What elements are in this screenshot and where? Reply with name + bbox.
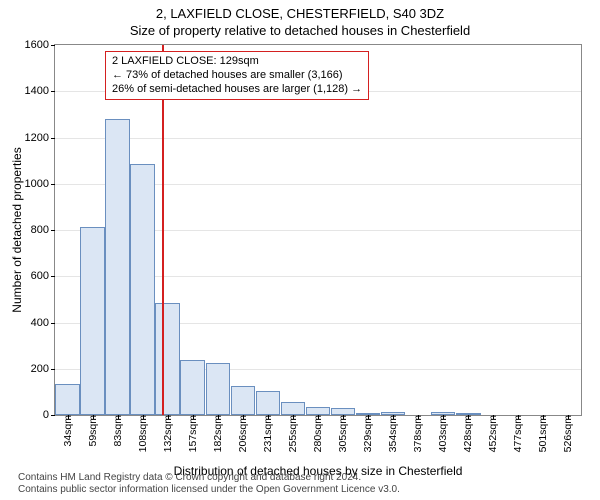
annotation-line: 2 LAXFIELD CLOSE: 129sqm [112,55,362,69]
footer-line1: Contains HM Land Registry data © Crown c… [18,472,400,484]
x-tick-label: 83sqm [112,415,124,447]
x-tick-label: 526sqm [562,415,574,452]
y-tick-label: 1000 [25,178,55,190]
histogram-bar [231,386,256,415]
histogram-bar [331,408,356,415]
y-tick-label: 200 [31,363,55,375]
y-tick-label: 800 [31,224,55,236]
x-tick-label: 108sqm [137,415,149,452]
x-tick-label: 34sqm [62,415,74,447]
plot-area: 0200400600800100012001400160034sqm59sqm8… [54,44,582,416]
y-tick-label: 1200 [25,132,55,144]
title-block: 2, LAXFIELD CLOSE, CHESTERFIELD, S40 3DZ… [0,0,600,38]
gridline [55,138,581,139]
y-axis-label: Number of detached properties [10,65,24,230]
footer: Contains HM Land Registry data © Crown c… [18,472,400,496]
x-tick-label: 428sqm [462,415,474,452]
x-tick-label: 329sqm [362,415,374,452]
reference-line [162,45,164,415]
x-tick-label: 305sqm [337,415,349,452]
x-tick-label: 354sqm [387,415,399,452]
x-tick-label: 132sqm [162,415,174,452]
x-tick-label: 231sqm [262,415,274,452]
y-tick-label: 0 [43,409,55,421]
histogram-bar [105,119,130,415]
x-tick-label: 378sqm [412,415,424,452]
histogram-bar [130,164,155,415]
y-tick-label: 400 [31,317,55,329]
x-tick-label: 280sqm [312,415,324,452]
y-tick-label: 1400 [25,85,55,97]
x-tick-label: 206sqm [237,415,249,452]
y-tick-label: 600 [31,270,55,282]
footer-line2: Contains public sector information licen… [18,484,400,496]
histogram-bar [306,407,331,415]
histogram-bar [180,360,205,416]
annotation-line: ← 73% of detached houses are smaller (3,… [112,69,362,83]
annotation-box: 2 LAXFIELD CLOSE: 129sqm← 73% of detache… [105,51,369,100]
x-tick-label: 157sqm [187,415,199,452]
histogram-bar [206,363,231,415]
histogram-bar [155,303,180,415]
y-tick-label: 1600 [25,39,55,51]
histogram-bar [55,384,80,415]
x-tick-label: 182sqm [212,415,224,452]
x-tick-label: 403sqm [437,415,449,452]
x-tick-label: 501sqm [537,415,549,452]
annotation-line: 26% of semi-detached houses are larger (… [112,83,362,97]
histogram-bar [281,402,306,415]
x-tick-label: 59sqm [87,415,99,447]
x-tick-label: 255sqm [287,415,299,452]
histogram-bar [256,391,281,415]
chart: 0200400600800100012001400160034sqm59sqm8… [54,44,582,416]
histogram-bar [80,227,105,415]
chart-title-line2: Size of property relative to detached ho… [0,23,600,38]
chart-title-line1: 2, LAXFIELD CLOSE, CHESTERFIELD, S40 3DZ [0,6,600,21]
x-tick-label: 477sqm [512,415,524,452]
x-tick-label: 452sqm [487,415,499,452]
